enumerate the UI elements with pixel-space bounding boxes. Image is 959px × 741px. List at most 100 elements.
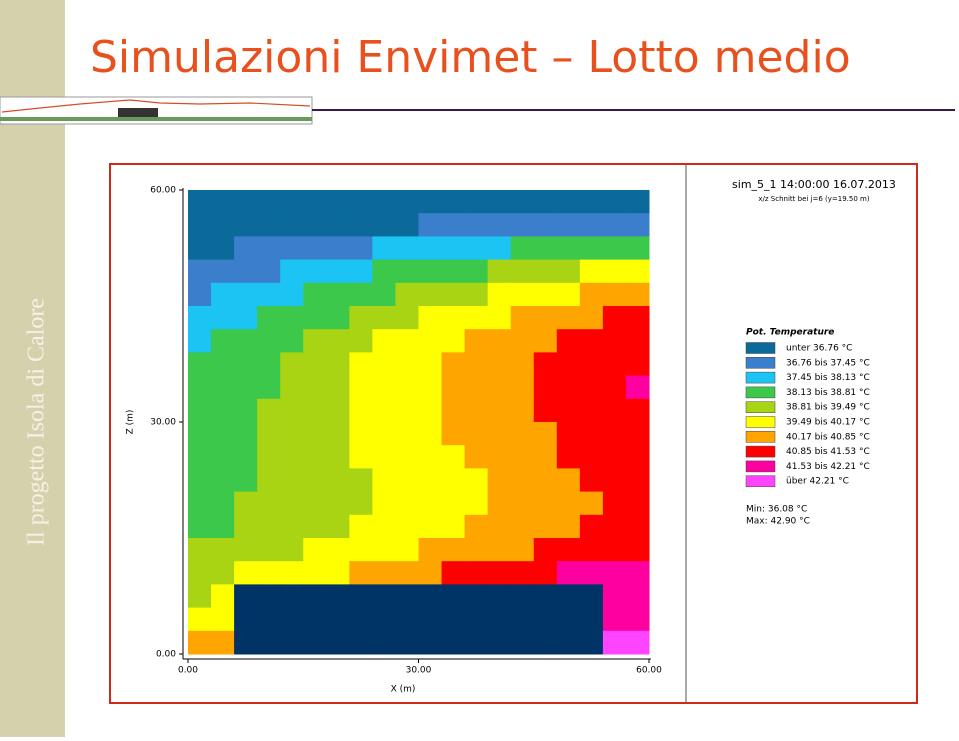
heat-cell: [533, 329, 558, 353]
heat-cell: [556, 538, 581, 562]
heat-cell: [280, 445, 304, 469]
heat-cell: [211, 282, 235, 307]
heat-cell: [602, 468, 627, 493]
building-cell: [418, 630, 443, 655]
heat-cell: [556, 306, 581, 330]
heat-cell: [188, 514, 212, 539]
heat-cell: [280, 259, 304, 284]
heat-cell: [395, 352, 419, 377]
heat-cell: [372, 190, 396, 214]
heat-cell: [441, 422, 466, 446]
heat-cell: [211, 561, 235, 585]
heat-cell: [602, 259, 627, 284]
heat-cell: [211, 375, 235, 400]
heat-cell: [579, 538, 604, 562]
heat-cell: [602, 491, 627, 516]
heat-cell: [326, 236, 350, 261]
heat-cell: [579, 213, 604, 237]
heat-cell: [280, 236, 304, 261]
heat-cell: [372, 491, 396, 516]
heat-cell: [349, 282, 373, 307]
heat-cell: [211, 491, 235, 516]
heat-cell: [188, 190, 212, 214]
heat-cell: [188, 445, 212, 469]
heat-cell: [280, 398, 304, 423]
heat-cell: [326, 329, 350, 353]
heat-cell: [625, 584, 650, 609]
legend-label: 40.17 bis 40.85 °C: [786, 432, 870, 442]
heat-cell: [303, 468, 327, 493]
heat-cell: [326, 306, 350, 330]
heat-cell: [510, 190, 535, 214]
heat-cell: [625, 422, 650, 446]
heat-cell: [441, 282, 466, 307]
heat-cell: [556, 259, 581, 284]
heat-cell: [556, 282, 581, 307]
building-cell: [257, 630, 281, 655]
heat-cell: [395, 514, 419, 539]
heat-cell: [303, 329, 327, 353]
heat-cell: [579, 491, 604, 516]
min-label: Min: 36.08 °C: [746, 505, 807, 515]
heat-cell: [625, 282, 650, 307]
heat-cell: [280, 190, 304, 214]
heat-cell: [487, 213, 512, 237]
heat-cell: [510, 398, 535, 423]
heat-cell: [395, 491, 419, 516]
heat-cell: [487, 514, 512, 539]
heat-cell: [533, 352, 558, 377]
heat-cell: [418, 306, 443, 330]
heat-cell: [487, 282, 512, 307]
heat-cell: [441, 236, 466, 261]
heat-cell: [464, 213, 489, 237]
heat-cell: [303, 352, 327, 377]
heat-cell: [349, 306, 373, 330]
heat-cell: [510, 213, 535, 237]
heat-cell: [602, 352, 627, 377]
heat-cell: [602, 584, 627, 609]
heat-cell: [211, 213, 235, 237]
building-cell: [556, 630, 581, 655]
heat-cell: [188, 213, 212, 237]
legend-swatch: [745, 357, 776, 369]
heat-cell: [441, 514, 466, 539]
building-cell: [533, 607, 558, 632]
heat-cell: [510, 468, 535, 493]
heat-cell: [441, 352, 466, 377]
building-cell: [418, 607, 443, 632]
legend-title: Pot. Temperature: [746, 328, 834, 338]
heat-cell: [188, 491, 212, 516]
legend-label: 41.53 bis 42.21 °C: [786, 462, 870, 472]
heat-cell: [326, 445, 350, 469]
heat-cell: [234, 398, 258, 423]
legend-swatch: [745, 401, 776, 413]
heat-cell: [625, 630, 650, 655]
heat-cell: [326, 468, 350, 493]
heat-cell: [418, 491, 443, 516]
building-cell: [395, 584, 419, 609]
heat-cell: [234, 422, 258, 446]
building-cell: [326, 584, 350, 609]
legend-label: 37.45 bis 38.13 °C: [786, 373, 870, 383]
heat-cell: [280, 561, 304, 585]
heat-cell: [510, 375, 535, 400]
heat-cell: [211, 445, 235, 469]
heat-cell: [487, 445, 512, 469]
heat-cell: [211, 329, 235, 353]
heat-cell: [579, 352, 604, 377]
legend-swatch: [745, 475, 776, 487]
heat-cell: [234, 538, 258, 562]
building-cell: [464, 630, 489, 655]
heat-cell: [464, 538, 489, 562]
heat-cell: [487, 538, 512, 562]
y-tick-label: 60.00: [150, 186, 176, 196]
heat-cell: [372, 306, 396, 330]
x-axis-label: X (m): [391, 685, 416, 695]
legend-label: 38.81 bis 39.49 °C: [786, 403, 870, 413]
heat-cell: [441, 398, 466, 423]
heat-cell: [349, 514, 373, 539]
heat-cell: [625, 352, 650, 377]
heat-cell: [280, 306, 304, 330]
building-cell: [349, 607, 373, 632]
